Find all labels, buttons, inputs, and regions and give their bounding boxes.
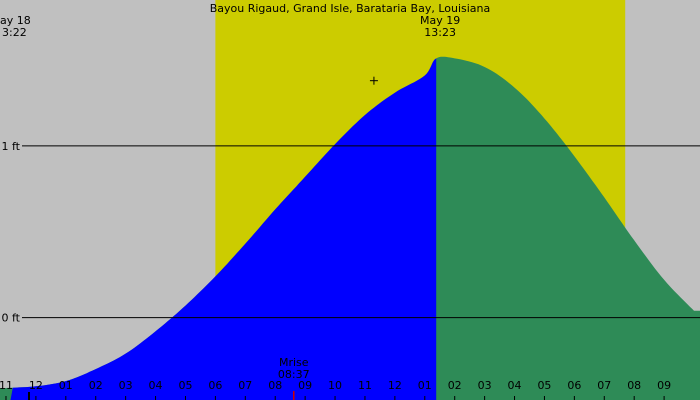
x-tick-label: 08 xyxy=(268,379,282,392)
x-tick-label: 05 xyxy=(537,379,551,392)
moonrise-label: Mrise xyxy=(279,356,309,369)
y-tick-label: 0 ft xyxy=(2,312,21,325)
x-tick-label: 06 xyxy=(567,379,581,392)
high-tide-marker xyxy=(369,76,378,85)
x-tick-label: 02 xyxy=(89,379,103,392)
x-tick-label: 11 xyxy=(0,379,13,392)
y-tick-label: 1 ft xyxy=(2,140,21,153)
x-tick-label: 06 xyxy=(208,379,222,392)
x-tick-label: 04 xyxy=(508,379,522,392)
x-tick-label: 11 xyxy=(358,379,372,392)
x-tick-label: 12 xyxy=(388,379,402,392)
date-label: May 19 xyxy=(420,14,460,27)
x-tick-label: 10 xyxy=(328,379,342,392)
x-tick-label: 09 xyxy=(657,379,671,392)
x-tick-label: 07 xyxy=(238,379,252,392)
time-label: 3:22 xyxy=(2,26,27,39)
y-gridlines xyxy=(22,145,700,319)
time-label: 13:23 xyxy=(424,26,456,39)
x-tick-label: 07 xyxy=(597,379,611,392)
x-tick-label: 03 xyxy=(119,379,133,392)
x-tick-label: 09 xyxy=(298,379,312,392)
x-tick-label: 05 xyxy=(178,379,192,392)
x-tick-label: 02 xyxy=(448,379,462,392)
x-tick-label: 01 xyxy=(59,379,73,392)
y-tick-labels: 0 ft 1 ft xyxy=(2,140,21,325)
x-tick-label: 04 xyxy=(149,379,163,392)
tide-area-current xyxy=(10,58,437,400)
moonrise-time: 08:37 xyxy=(278,368,310,381)
x-tick-label: 01 xyxy=(418,379,432,392)
chart-title: Bayou Rigaud, Grand Isle, Barataria Bay,… xyxy=(210,2,491,15)
x-tick-label: 08 xyxy=(627,379,641,392)
x-axis: 11 12 01 02 03 04 05 06 07 08 09 10 11 12 01 02 03 04 05 06… xyxy=(0,379,671,400)
date-label: ay 18 xyxy=(0,14,31,27)
x-tick-label: 03 xyxy=(478,379,492,392)
x-tick-label: 12 xyxy=(29,379,43,392)
